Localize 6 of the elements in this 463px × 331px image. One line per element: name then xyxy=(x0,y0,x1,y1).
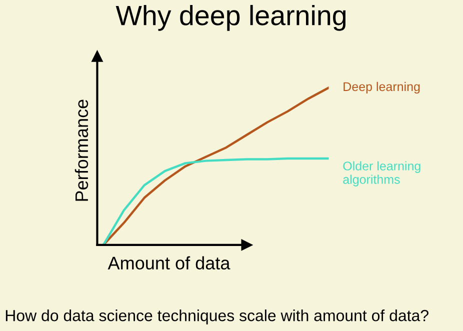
y-axis-title: Performance xyxy=(74,100,88,201)
x-axis-title: Amount of data xyxy=(108,256,230,270)
series-label: Older learning algorithms xyxy=(343,161,420,186)
text: How do data science techniques scale with amount of data? xyxy=(6,309,428,324)
chart-title: Why deep learning xyxy=(116,4,346,31)
series-label: Deep learning xyxy=(344,82,420,94)
